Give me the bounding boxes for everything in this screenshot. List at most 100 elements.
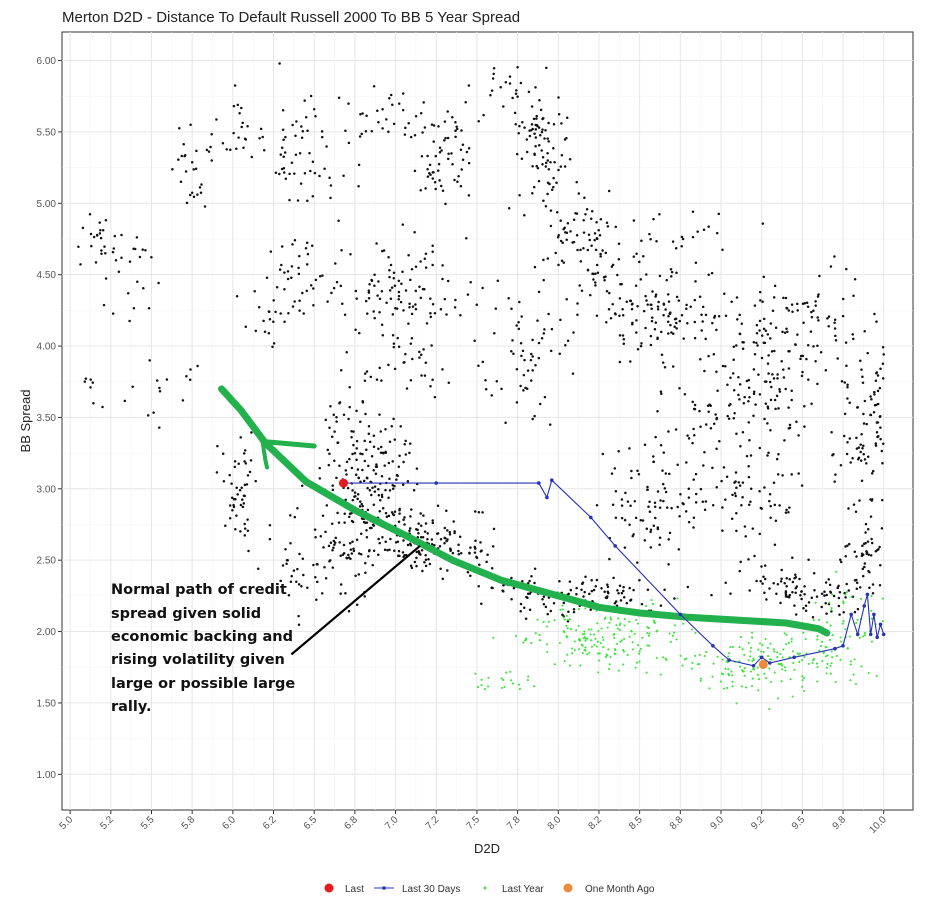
historical-point bbox=[685, 307, 688, 310]
historical-point bbox=[309, 94, 313, 98]
historical-point bbox=[451, 116, 454, 119]
historical-point bbox=[378, 541, 381, 545]
historical-point bbox=[816, 344, 819, 348]
historical-point bbox=[363, 372, 367, 375]
historical-point bbox=[437, 162, 441, 166]
historical-point bbox=[546, 137, 549, 140]
last-year-point bbox=[860, 597, 863, 600]
historical-point bbox=[431, 250, 434, 253]
historical-point bbox=[424, 266, 428, 269]
historical-point bbox=[838, 613, 841, 616]
historical-point bbox=[724, 364, 727, 368]
historical-point bbox=[540, 130, 544, 134]
last-year-point bbox=[811, 662, 814, 665]
last-year-point bbox=[731, 674, 734, 677]
historical-point bbox=[847, 507, 850, 510]
historical-point bbox=[560, 153, 564, 157]
historical-point bbox=[339, 368, 343, 372]
historical-point bbox=[515, 152, 519, 156]
historical-point bbox=[364, 412, 367, 416]
historical-point bbox=[755, 331, 759, 335]
historical-point bbox=[700, 313, 703, 316]
last-year-point bbox=[792, 661, 795, 665]
last-year-point bbox=[816, 634, 819, 637]
historical-point bbox=[853, 610, 857, 614]
last-year-point bbox=[802, 676, 806, 679]
historical-point bbox=[224, 524, 227, 528]
last-year-point bbox=[517, 683, 521, 686]
historical-point bbox=[364, 521, 367, 525]
historical-point bbox=[636, 469, 639, 472]
historical-point bbox=[603, 590, 606, 593]
last-year-point bbox=[566, 627, 569, 630]
historical-point bbox=[500, 387, 503, 391]
last-year-point bbox=[638, 652, 641, 655]
historical-point bbox=[614, 516, 618, 519]
last-year-point bbox=[780, 680, 783, 683]
historical-point bbox=[489, 94, 492, 97]
historical-point bbox=[377, 120, 380, 124]
last-year-point bbox=[863, 634, 867, 637]
historical-point bbox=[621, 334, 625, 337]
historical-point bbox=[467, 84, 471, 87]
historical-point bbox=[734, 471, 738, 474]
historical-point bbox=[842, 434, 846, 438]
historical-point bbox=[445, 509, 448, 512]
last-year-point bbox=[844, 628, 847, 631]
historical-point bbox=[779, 601, 782, 605]
historical-point bbox=[339, 583, 343, 586]
historical-point bbox=[862, 453, 865, 456]
historical-point bbox=[229, 148, 232, 151]
historical-point bbox=[694, 472, 698, 476]
historical-point bbox=[207, 150, 211, 153]
historical-point bbox=[720, 479, 723, 483]
historical-point bbox=[586, 248, 590, 252]
historical-point bbox=[741, 496, 744, 499]
historical-point bbox=[291, 305, 295, 308]
historical-point bbox=[625, 300, 629, 303]
historical-point bbox=[544, 165, 548, 168]
historical-point bbox=[769, 398, 773, 402]
last-year-point bbox=[830, 650, 833, 653]
historical-point bbox=[654, 435, 657, 439]
historical-point bbox=[419, 188, 422, 192]
historical-point bbox=[443, 542, 446, 545]
last-year-point bbox=[721, 658, 724, 661]
historical-point bbox=[282, 171, 286, 174]
historical-point bbox=[869, 395, 872, 398]
last-year-point bbox=[646, 631, 649, 635]
last-year-point bbox=[631, 648, 635, 651]
historical-point bbox=[382, 451, 385, 455]
historical-point bbox=[225, 148, 228, 151]
last-year-point bbox=[480, 683, 483, 687]
historical-point bbox=[578, 284, 581, 287]
historical-point bbox=[438, 545, 442, 548]
historical-point bbox=[544, 205, 548, 208]
historical-point bbox=[311, 194, 315, 198]
last-year-point bbox=[597, 652, 600, 655]
historical-point bbox=[338, 401, 341, 405]
historical-point bbox=[342, 413, 346, 416]
historical-point bbox=[309, 169, 312, 173]
last-year-point bbox=[708, 687, 711, 690]
historical-point bbox=[409, 564, 413, 567]
last-year-point bbox=[538, 634, 541, 637]
historical-point bbox=[828, 583, 832, 587]
historical-point bbox=[738, 569, 741, 573]
historical-point bbox=[824, 581, 828, 584]
historical-point bbox=[457, 553, 461, 556]
historical-point bbox=[786, 330, 789, 333]
historical-point bbox=[347, 102, 350, 105]
historical-point bbox=[752, 392, 756, 395]
historical-point bbox=[681, 237, 685, 241]
last-30-days-point bbox=[727, 658, 731, 662]
historical-point bbox=[721, 364, 725, 368]
historical-point bbox=[534, 364, 537, 367]
historical-point bbox=[773, 284, 777, 288]
historical-point bbox=[560, 259, 564, 262]
historical-point bbox=[613, 602, 617, 605]
historical-point bbox=[670, 275, 673, 278]
historical-point bbox=[343, 521, 346, 524]
historical-point bbox=[735, 344, 738, 347]
historical-point bbox=[429, 311, 432, 315]
